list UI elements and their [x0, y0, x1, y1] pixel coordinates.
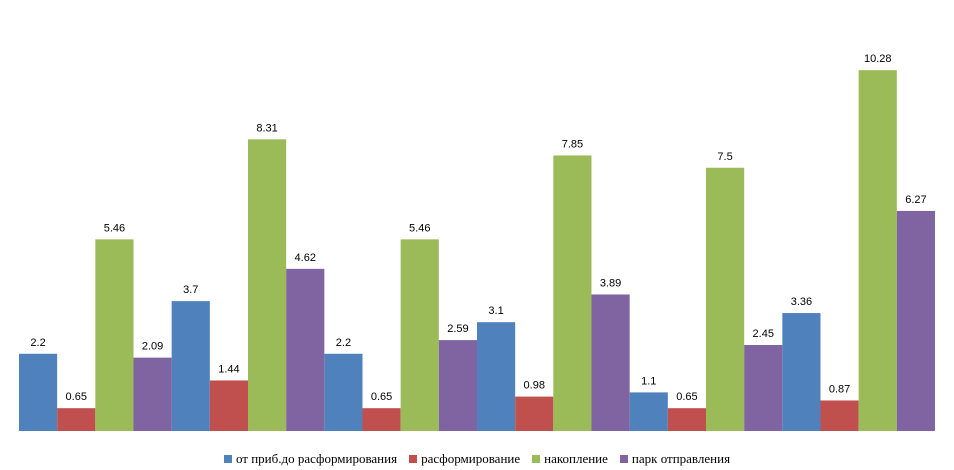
bar [515, 396, 554, 431]
legend-item: расформирование [409, 451, 520, 467]
bar [362, 408, 401, 431]
data-label: 4.62 [295, 252, 316, 264]
bar [782, 313, 821, 431]
data-label: 3.89 [600, 277, 621, 289]
bar [438, 340, 477, 431]
legend-label: накопление [544, 451, 608, 466]
data-label: 0.87 [829, 383, 850, 395]
legend-label: от приб.до расформирования [235, 451, 398, 466]
data-label: 0.65 [371, 391, 392, 403]
bar [19, 353, 58, 431]
legend-swatch [532, 455, 541, 463]
bar [324, 353, 363, 431]
bar [896, 210, 935, 431]
legend-label: парк отправления [631, 451, 731, 466]
legend-item: накопление [532, 451, 608, 467]
bar [667, 408, 706, 431]
bar [286, 268, 325, 431]
bar [133, 357, 172, 431]
bar [95, 239, 134, 431]
bar [820, 400, 859, 431]
legend-item: от приб.до расформирования [223, 451, 398, 467]
bar [171, 301, 210, 431]
bar [57, 408, 96, 431]
legend-label: расформирование [421, 451, 521, 466]
bar [591, 294, 630, 431]
data-label: 2.2 [336, 337, 351, 349]
data-label: 1.1 [641, 375, 656, 387]
bar [400, 239, 439, 431]
data-label: 7.85 [562, 138, 583, 150]
data-label: 6.27 [905, 194, 926, 206]
data-label: 2.09 [142, 341, 163, 353]
bar [209, 380, 248, 431]
bar [248, 139, 287, 431]
data-label: 3.36 [791, 296, 812, 308]
bar [629, 392, 668, 431]
bar [706, 167, 745, 431]
bar [858, 70, 897, 431]
bar [744, 345, 783, 431]
data-label: 0.65 [676, 391, 697, 403]
data-label: 5.46 [409, 222, 430, 234]
data-label: 3.1 [488, 305, 503, 317]
bar [553, 155, 592, 431]
data-label: 7.5 [717, 151, 732, 163]
data-label: 2.2 [30, 337, 45, 349]
bar [477, 322, 516, 431]
data-label: 0.98 [524, 380, 545, 392]
data-label: 5.46 [104, 222, 125, 234]
legend-swatch [409, 455, 418, 463]
data-label: 0.65 [66, 391, 87, 403]
data-label: 2.45 [753, 328, 774, 340]
bar-chart: 2.2 3.7 2.2 3.1 1.1 3.36 0.65 1.44 0.65 0.98 0.65 0… [19, 53, 935, 431]
data-label: 10.28 [864, 53, 892, 65]
legend-item: парк отправления [619, 451, 731, 467]
legend-swatch [619, 455, 628, 463]
data-label: 8.31 [256, 122, 277, 134]
legend-swatch [223, 455, 232, 463]
legend: от приб.до расформирования расформирован… [0, 451, 954, 467]
data-label: 3.7 [183, 284, 198, 296]
data-label: 1.44 [218, 363, 239, 375]
data-label: 2.59 [447, 323, 468, 335]
